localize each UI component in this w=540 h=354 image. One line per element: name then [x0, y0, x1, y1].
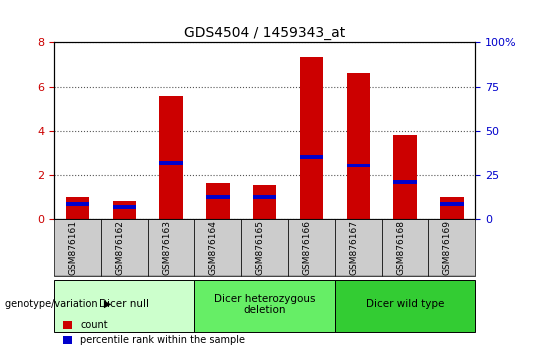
Bar — [159, 96, 183, 219]
Bar — [288, 219, 335, 276]
Bar — [101, 219, 147, 276]
Bar — [54, 280, 194, 332]
Text: GSM876167: GSM876167 — [349, 220, 358, 275]
Text: GSM876165: GSM876165 — [255, 220, 265, 275]
Bar — [159, 161, 183, 165]
Bar — [112, 201, 136, 219]
Bar — [347, 164, 370, 167]
Bar — [206, 195, 230, 199]
Legend: count, percentile rank within the sample: count, percentile rank within the sample — [59, 316, 249, 349]
Text: GSM876161: GSM876161 — [69, 220, 77, 275]
Text: GSM876164: GSM876164 — [209, 220, 218, 275]
Text: GSM876168: GSM876168 — [396, 220, 405, 275]
Text: Dicer null: Dicer null — [99, 299, 149, 309]
Bar — [300, 155, 323, 159]
Bar — [66, 201, 89, 206]
Bar — [428, 219, 475, 276]
Text: Dicer heterozygous
deletion: Dicer heterozygous deletion — [214, 293, 315, 315]
Bar — [300, 57, 323, 219]
Bar — [147, 219, 194, 276]
Text: GSM876166: GSM876166 — [302, 220, 312, 275]
Bar — [382, 219, 428, 276]
Title: GDS4504 / 1459343_at: GDS4504 / 1459343_at — [184, 26, 345, 40]
Bar — [112, 205, 136, 209]
Bar — [253, 185, 276, 219]
Bar — [440, 202, 463, 206]
Bar — [194, 280, 335, 332]
Bar — [335, 219, 382, 276]
Bar — [253, 195, 276, 199]
Text: genotype/variation  ▶: genotype/variation ▶ — [5, 299, 112, 309]
Bar — [206, 183, 230, 219]
Bar — [241, 219, 288, 276]
Bar — [54, 219, 101, 276]
Bar — [440, 198, 463, 219]
Bar — [194, 219, 241, 276]
Text: GSM876162: GSM876162 — [115, 220, 124, 275]
Text: GSM876169: GSM876169 — [443, 220, 452, 275]
Bar — [335, 280, 475, 332]
Bar — [393, 135, 417, 219]
Bar — [66, 198, 89, 219]
Bar — [347, 74, 370, 219]
Text: GSM876163: GSM876163 — [162, 220, 171, 275]
Bar — [393, 180, 417, 184]
Text: Dicer wild type: Dicer wild type — [366, 299, 444, 309]
